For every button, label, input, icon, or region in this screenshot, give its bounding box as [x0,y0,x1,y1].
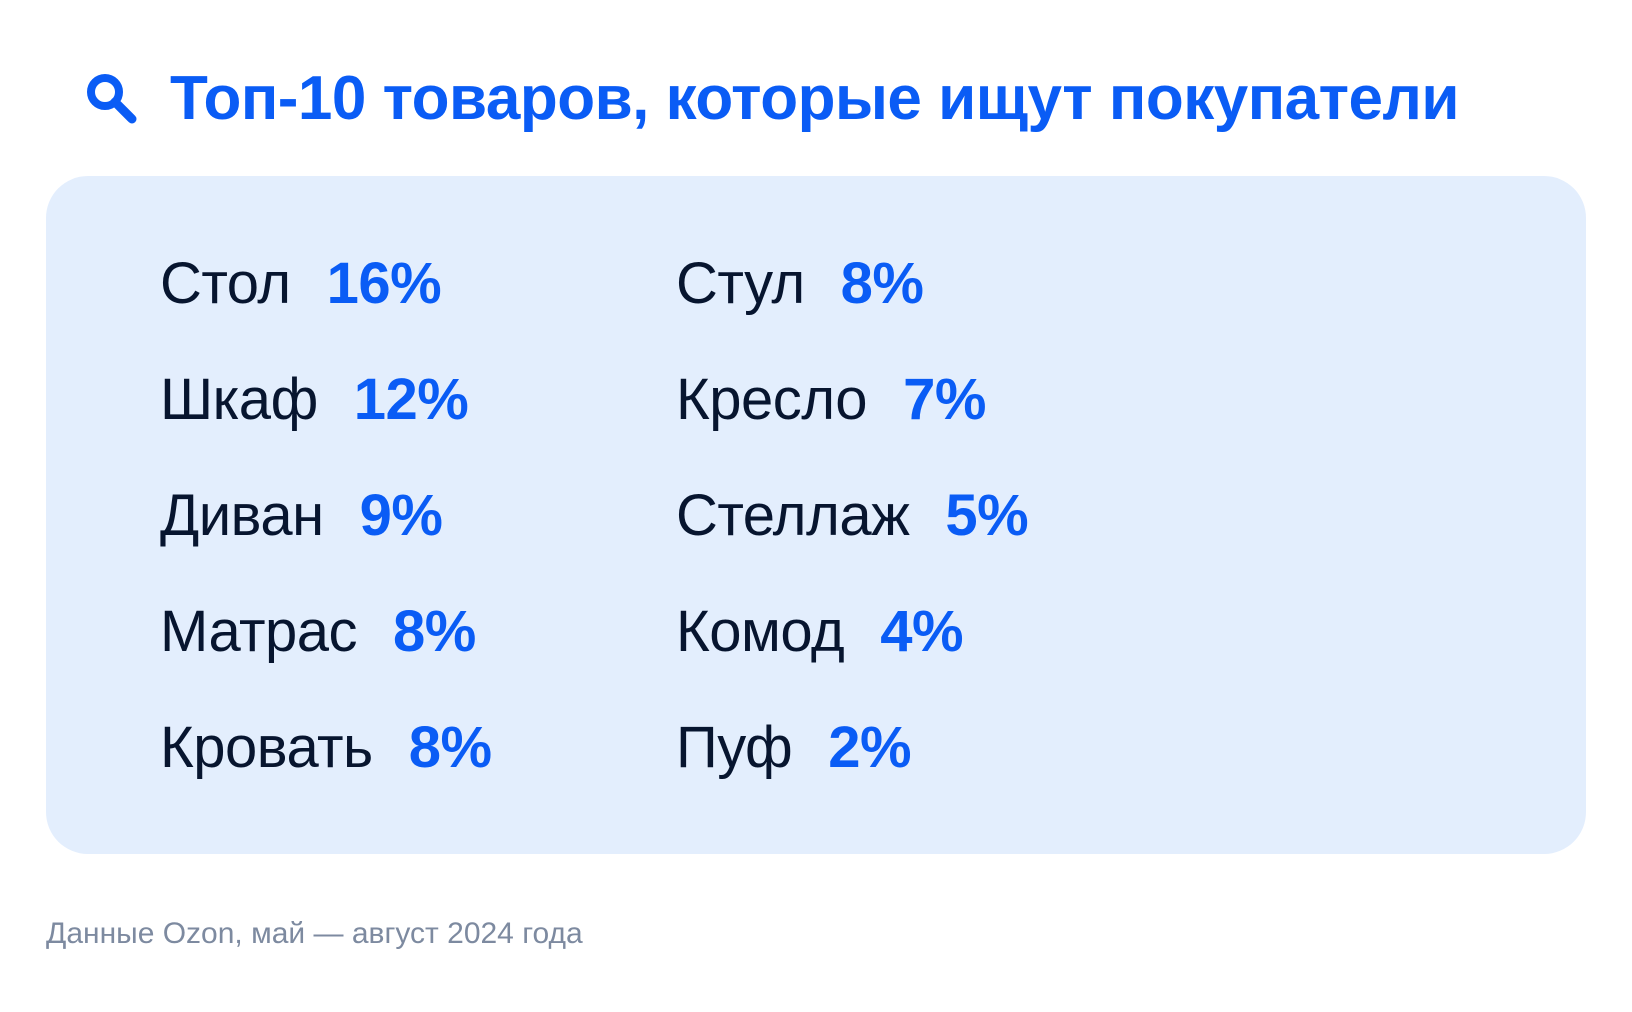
item-name: Шкаф [160,367,318,432]
top-products-card: Стол 16% Шкаф 12% Диван 9% Матрас 8% Кро… [46,176,1586,854]
item-name: Стеллаж [676,483,910,548]
list-item: Диван 9% [160,458,492,574]
page-title: Топ-10 товаров, которые ищут покупатели [170,64,1459,133]
item-percent: 8% [840,251,924,316]
item-name: Кровать [160,715,373,780]
item-percent: 8% [408,715,492,780]
item-name: Матрас [160,599,358,664]
item-percent: 7% [903,367,986,432]
item-percent: 16% [326,251,442,316]
item-name: Комод [676,599,845,664]
source-footnote: Данные Ozon, май — август 2024 года [46,917,583,950]
list-item: Кровать 8% [160,690,492,806]
item-name: Кресло [676,367,868,432]
list-item: Пуф 2% [676,690,1028,806]
list-item: Стол 16% [160,226,492,342]
item-percent: 4% [880,599,964,664]
list-item: Кресло 7% [676,342,1028,458]
list-item: Стеллаж 5% [676,458,1029,574]
item-name: Диван [160,483,324,548]
list-item: Шкаф 12% [160,342,492,458]
item-percent: 5% [945,483,1029,548]
item-name: Стол [160,251,291,316]
item-percent: 12% [353,367,469,432]
header: Топ-10 товаров, которые ищут покупатели [84,60,1459,138]
right-column: Стул 8% Кресло 7% Стеллаж 5% Комод 4% Пу… [676,226,1029,806]
item-name: Стул [676,251,805,316]
list-item: Матрас 8% [160,574,492,690]
left-column: Стол 16% Шкаф 12% Диван 9% Матрас 8% Кро… [160,226,492,806]
item-percent: 9% [359,483,443,548]
item-percent: 2% [828,715,912,780]
list-item: Стул 8% [676,226,1028,342]
item-percent: 8% [393,599,476,664]
item-name: Пуф [676,715,793,780]
search-icon [84,71,140,127]
list-item: Комод 4% [676,574,1028,690]
